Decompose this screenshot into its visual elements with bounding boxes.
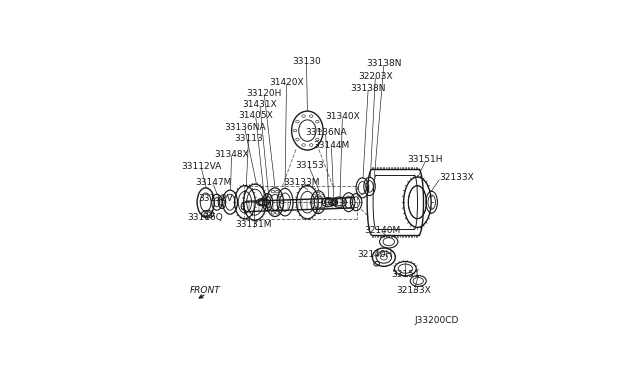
Text: 33136NA: 33136NA: [305, 128, 346, 137]
Text: 33147M: 33147M: [195, 178, 232, 187]
Text: 31431X: 31431X: [243, 100, 278, 109]
Text: 33113: 33113: [234, 134, 263, 143]
Text: 32140H: 32140H: [358, 250, 393, 259]
Text: 33136NA: 33136NA: [224, 123, 266, 132]
Text: 32140M: 32140M: [364, 226, 401, 235]
Text: 33138N: 33138N: [366, 59, 402, 68]
Text: 33112V: 33112V: [198, 194, 233, 203]
Text: 32133X: 32133X: [440, 173, 474, 182]
Text: 33112VA: 33112VA: [181, 162, 221, 171]
Text: 32203X: 32203X: [358, 72, 392, 81]
Text: 33131M: 33131M: [236, 220, 272, 229]
Text: 33130: 33130: [292, 57, 321, 66]
Text: 31340X: 31340X: [325, 112, 360, 121]
Text: 33151: 33151: [391, 270, 420, 279]
Text: 31348X: 31348X: [214, 150, 249, 158]
Text: J33200CD: J33200CD: [415, 316, 459, 325]
Text: 33138N: 33138N: [350, 84, 386, 93]
Text: 33133M: 33133M: [284, 178, 320, 187]
Text: 33116Q: 33116Q: [188, 212, 223, 222]
Text: 31420X: 31420X: [269, 78, 304, 87]
Text: 33153: 33153: [295, 161, 324, 170]
Text: 32133X: 32133X: [397, 286, 431, 295]
Text: 33151H: 33151H: [408, 155, 443, 164]
Text: FRONT: FRONT: [189, 286, 220, 295]
Text: 31405X: 31405X: [239, 111, 273, 120]
Text: 33120H: 33120H: [247, 89, 282, 99]
Text: 33144M: 33144M: [314, 141, 349, 150]
